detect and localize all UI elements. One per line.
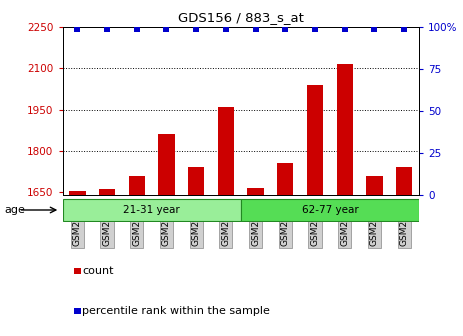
Bar <box>337 64 353 195</box>
Bar <box>307 85 323 195</box>
Bar <box>366 176 382 195</box>
Text: percentile rank within the sample: percentile rank within the sample <box>82 306 270 317</box>
Bar <box>188 167 204 195</box>
Text: 62-77 year: 62-77 year <box>301 205 358 215</box>
Bar <box>69 191 86 195</box>
Point <box>163 26 170 31</box>
Point <box>222 26 230 31</box>
Text: age: age <box>5 205 25 215</box>
Bar <box>158 134 175 195</box>
FancyBboxPatch shape <box>63 199 241 221</box>
Bar <box>277 163 294 195</box>
Point <box>133 26 140 31</box>
Point <box>74 26 81 31</box>
Point <box>193 26 200 31</box>
Point <box>103 26 111 31</box>
Bar <box>129 176 145 195</box>
Title: GDS156 / 883_s_at: GDS156 / 883_s_at <box>178 11 304 24</box>
Text: 21-31 year: 21-31 year <box>123 205 180 215</box>
Point <box>400 26 408 31</box>
Bar <box>218 107 234 195</box>
Point <box>371 26 378 31</box>
Point <box>252 26 259 31</box>
Point <box>282 26 289 31</box>
Bar <box>247 188 264 195</box>
Point <box>341 26 349 31</box>
FancyBboxPatch shape <box>241 199 419 221</box>
Bar <box>396 167 413 195</box>
Text: count: count <box>82 266 114 276</box>
Bar <box>99 190 115 195</box>
Point <box>311 26 319 31</box>
